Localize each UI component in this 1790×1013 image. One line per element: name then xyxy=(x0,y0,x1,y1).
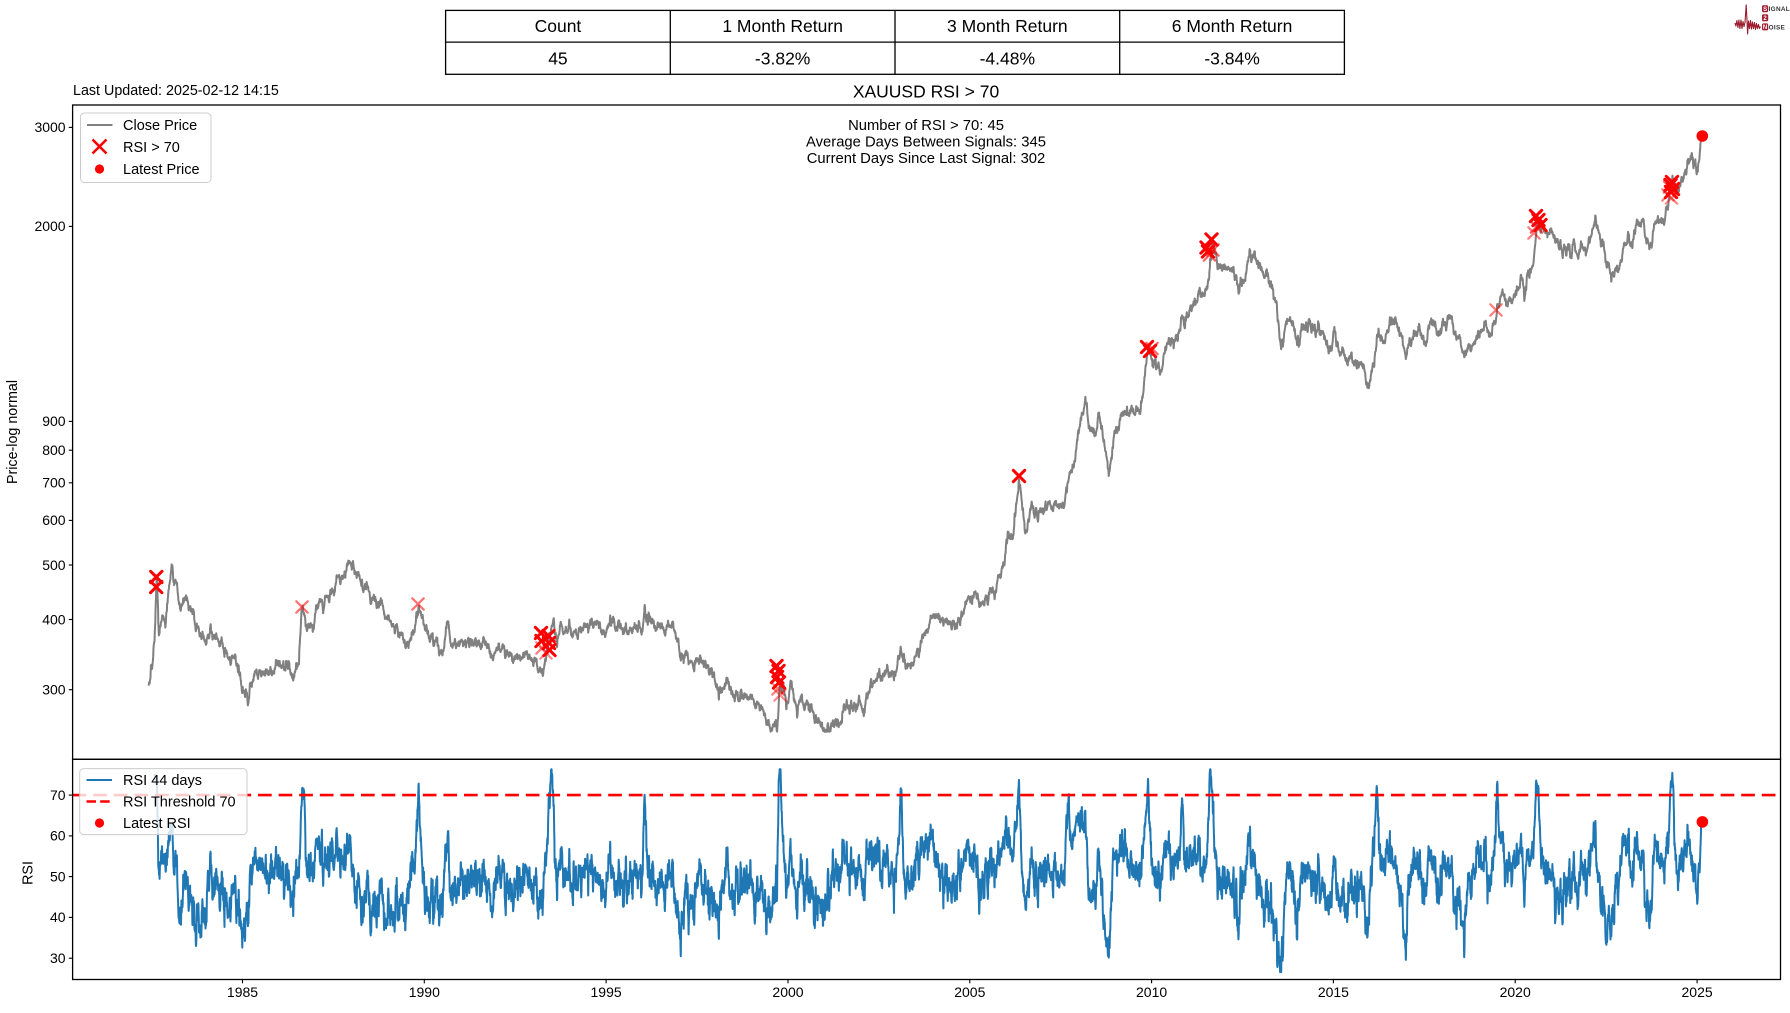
svg-text:45: 45 xyxy=(548,49,567,69)
svg-text:2015: 2015 xyxy=(1318,984,1349,1000)
svg-text:OISE: OISE xyxy=(1769,24,1786,31)
svg-text:1990: 1990 xyxy=(409,984,440,1000)
svg-text:600: 600 xyxy=(42,512,66,528)
svg-text:2020: 2020 xyxy=(1500,984,1531,1000)
svg-text:Number of RSI > 70: 45: Number of RSI > 70: 45 xyxy=(848,118,1004,134)
svg-text:2025: 2025 xyxy=(1682,984,1713,1000)
svg-text:RSI 44 days: RSI 44 days xyxy=(123,773,202,789)
svg-text:6 Month Return: 6 Month Return xyxy=(1172,16,1293,36)
svg-text:RSI > 70: RSI > 70 xyxy=(123,140,180,156)
svg-text:40: 40 xyxy=(50,909,66,925)
svg-text:RSI Threshold 70: RSI Threshold 70 xyxy=(123,795,236,811)
svg-text:700: 700 xyxy=(42,475,66,491)
svg-text:Current Days Since Last Signal: Current Days Since Last Signal: 302 xyxy=(807,151,1046,167)
svg-text:70: 70 xyxy=(50,787,66,803)
svg-text:-4.48%: -4.48% xyxy=(980,49,1035,69)
svg-text:Count: Count xyxy=(535,16,582,36)
svg-text:3 Month Return: 3 Month Return xyxy=(947,16,1068,36)
svg-text:30: 30 xyxy=(50,950,66,966)
svg-text:XAUUSD RSI > 70: XAUUSD RSI > 70 xyxy=(853,82,1000,102)
svg-text:Last Updated: 2025-02-12 14:15: Last Updated: 2025-02-12 14:15 xyxy=(73,83,279,99)
svg-text:800: 800 xyxy=(42,442,66,458)
svg-text:500: 500 xyxy=(42,557,66,573)
svg-text:3000: 3000 xyxy=(34,119,65,135)
svg-text:1985: 1985 xyxy=(227,984,258,1000)
svg-text:Average Days Between Signals:: Average Days Between Signals: 345 xyxy=(806,135,1046,151)
svg-text:Latest RSI: Latest RSI xyxy=(123,816,191,832)
svg-text:2000: 2000 xyxy=(772,984,803,1000)
svg-text:900: 900 xyxy=(42,413,66,429)
svg-text:2005: 2005 xyxy=(954,984,985,1000)
svg-text:300: 300 xyxy=(42,682,66,698)
svg-text:50: 50 xyxy=(50,868,66,884)
svg-text:400: 400 xyxy=(42,611,66,627)
svg-text:-3.82%: -3.82% xyxy=(755,49,810,69)
svg-text:1995: 1995 xyxy=(591,984,622,1000)
svg-text:Close Price: Close Price xyxy=(123,118,197,134)
svg-text:2010: 2010 xyxy=(1136,984,1167,1000)
svg-text:-3.84%: -3.84% xyxy=(1204,49,1259,69)
svg-text:RSI: RSI xyxy=(21,861,37,885)
svg-text:60: 60 xyxy=(50,828,66,844)
svg-text:Latest Price: Latest Price xyxy=(123,162,200,178)
svg-text:2000: 2000 xyxy=(34,218,65,234)
svg-text:1 Month Return: 1 Month Return xyxy=(722,16,843,36)
svg-text:N: N xyxy=(1763,25,1767,31)
svg-text:2: 2 xyxy=(1763,16,1767,22)
svg-text:S: S xyxy=(1763,7,1767,13)
svg-text:Price-log normal: Price-log normal xyxy=(5,380,21,484)
svg-text:IGNAL: IGNAL xyxy=(1769,6,1790,13)
